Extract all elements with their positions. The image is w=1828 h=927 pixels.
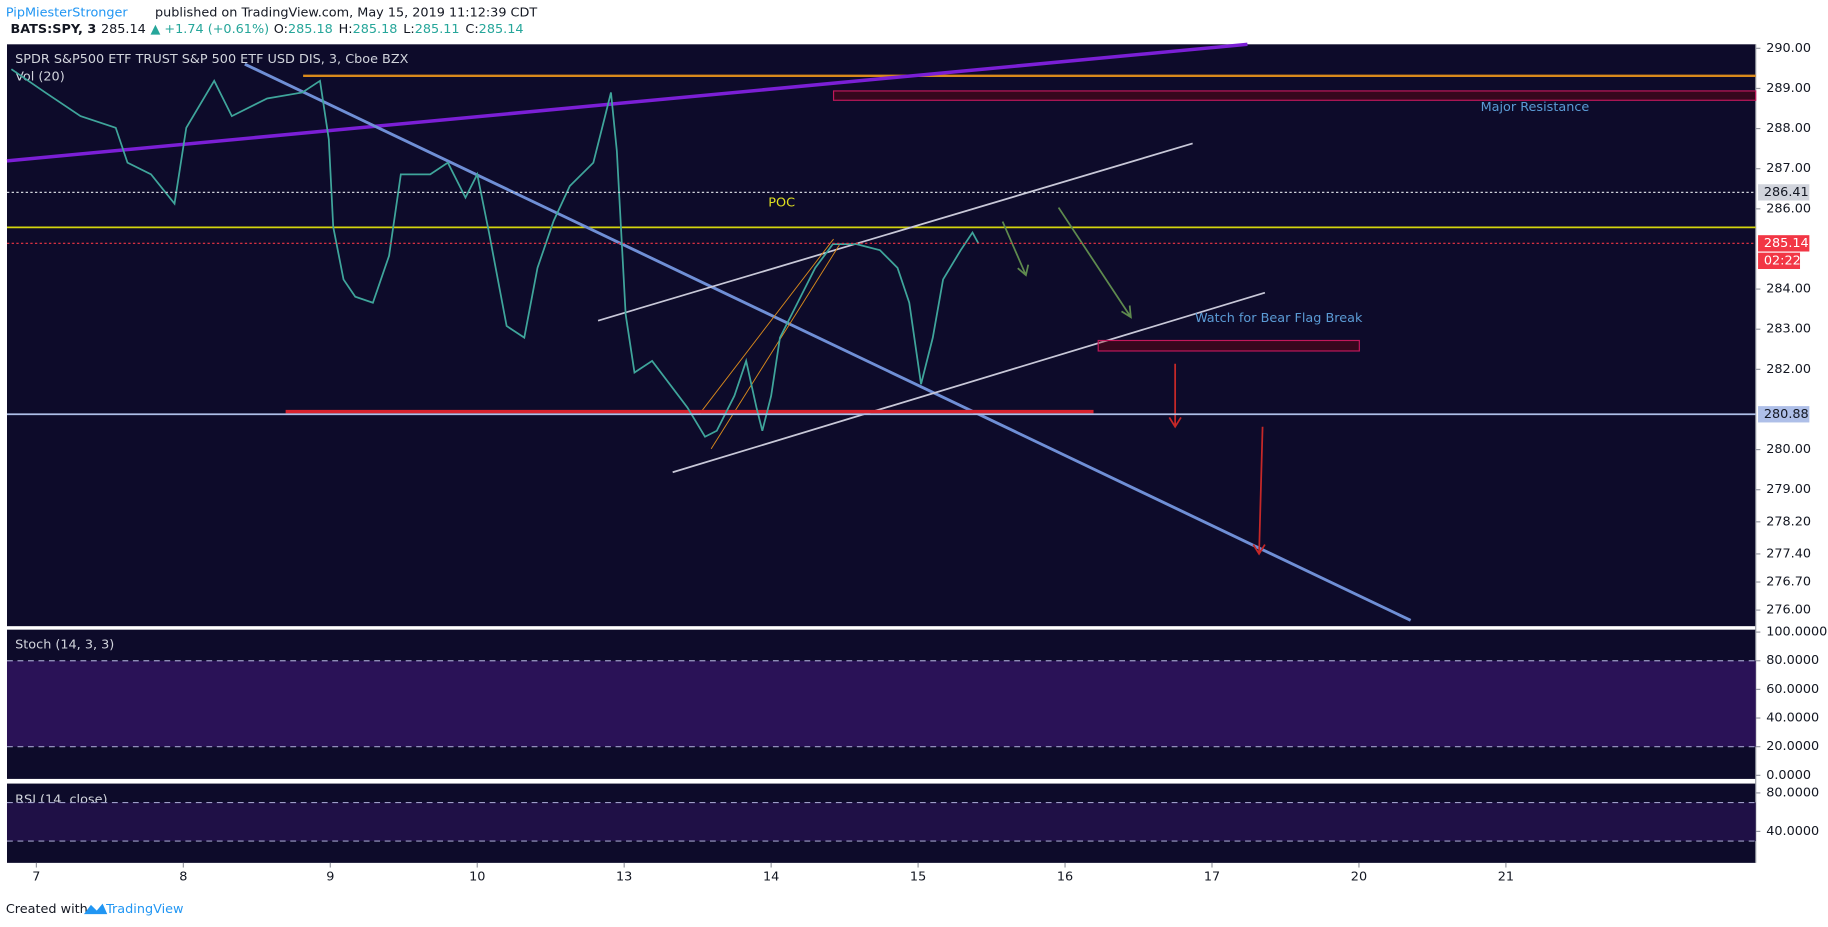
band-fill: [6, 802, 1756, 842]
arrow: [1057, 207, 1132, 319]
y-tick-label: 60.0000: [1766, 682, 1819, 697]
y-tick-label: 276.00: [1766, 603, 1811, 618]
flag-line: [699, 238, 834, 415]
x-tick-label: 21: [1498, 869, 1514, 884]
x-tick-label: 16: [1057, 869, 1073, 884]
resistance-zone: [832, 90, 1757, 101]
last: 285.14: [101, 22, 146, 37]
price-marker-label: 286.41: [1764, 185, 1809, 200]
x-tick-label: 14: [763, 869, 779, 884]
quote-line: BATS:SPY, 3 285.14 ▲ +1.74 (+0.61%) O:285.1…: [10, 22, 523, 37]
change: ▲ +1.74 (+0.61%): [150, 22, 269, 37]
y-tick-label: 276.70: [1766, 575, 1811, 590]
price-marker-box: [1758, 406, 1810, 423]
arrow: [1252, 426, 1266, 556]
drawings: [6, 42, 1757, 622]
published: published on TradingView.com, May 15, 20…: [155, 5, 537, 20]
ohlc-key: H:: [339, 22, 353, 37]
y-tick-label: 80.0000: [1766, 653, 1819, 668]
x-tick-label: 13: [616, 869, 632, 884]
break-zone: [1097, 339, 1360, 352]
price-pane: [6, 44, 1756, 627]
y-tick-label: 278.20: [1766, 514, 1811, 529]
tv-logo: [83, 903, 108, 915]
stoch-title: Stoch (14, 3, 3): [15, 637, 114, 652]
price-marker-label: 280.88: [1764, 407, 1809, 422]
band-fill: [6, 660, 1756, 747]
author[interactable]: PipMiesterStronger: [6, 5, 129, 20]
arrow: [1001, 221, 1030, 277]
y-tick-label: 0.0000: [1766, 768, 1811, 783]
y-tick-label: 289.00: [1766, 81, 1811, 96]
y-tick-label: 290.00: [1766, 41, 1811, 56]
x-tick-label: 9: [326, 869, 334, 884]
ohlc-val: 285.14: [479, 22, 524, 37]
x-tick-label: 7: [32, 869, 40, 884]
ohlc-val: 285.18: [353, 22, 398, 37]
quote: BATS:SPY, 3 285.14 ▲ +1.74 (+0.61%) O:285.1…: [10, 22, 523, 37]
price-marker-box: [1758, 184, 1810, 201]
y-tick-label: 80.0000: [1766, 785, 1819, 800]
created-with: Created with: [6, 902, 88, 917]
x-tick-label: 17: [1204, 869, 1220, 884]
y-tick-label: 100.0000: [1766, 625, 1827, 640]
purple-trendline: [6, 42, 1248, 163]
chart-title: SPDR S&P500 ETF TRUST S&P 500 ETF USD DI…: [15, 52, 408, 67]
y-tick-label: 284.00: [1766, 282, 1811, 297]
channel-lower: [672, 291, 1266, 474]
timer-label: 02:22: [1764, 253, 1801, 268]
y-tick-label: 279.00: [1766, 482, 1811, 497]
price-marker-label: 285.14: [1764, 236, 1809, 251]
bear-flag-label: Watch for Bear Flag Break: [1195, 311, 1363, 326]
timer-box: [1758, 252, 1801, 269]
x-tick-label: 10: [469, 869, 485, 884]
y-tick-label: 283.00: [1766, 322, 1811, 337]
y-tick-label: 40.0000: [1766, 824, 1819, 839]
price-marker-box: [1758, 235, 1810, 252]
x-tick-label: 20: [1351, 869, 1367, 884]
y-tick-label: 282.00: [1766, 362, 1811, 377]
arrows: [1001, 207, 1266, 556]
price-line: [10, 68, 980, 438]
y-tick-label: 40.0000: [1766, 711, 1819, 726]
y-tick-label: 287.00: [1766, 161, 1811, 176]
y-tick-label: 20.0000: [1766, 739, 1819, 754]
y-tick-label: 277.40: [1766, 546, 1811, 561]
ohlc-key: L:: [403, 22, 414, 37]
x-tick-label: 15: [910, 869, 926, 884]
arrow: [1168, 363, 1182, 429]
symbol: BATS:SPY, 3: [10, 22, 96, 37]
x-tick-label: 8: [179, 869, 187, 884]
ohlc-val: 285.18: [288, 22, 333, 37]
poc-label: POC: [768, 195, 795, 210]
ohlc-key: O:: [274, 22, 288, 37]
blue-trendline: [244, 62, 1412, 622]
ohlc-key: C:: [465, 22, 478, 37]
price-axis: [1755, 44, 1828, 863]
y-tick-label: 286.00: [1766, 201, 1811, 216]
resistance-label: Major Resistance: [1481, 100, 1590, 115]
brand[interactable]: TradingView: [105, 902, 183, 917]
ohlc-val: 285.11: [415, 22, 460, 37]
channel-upper: [597, 142, 1193, 322]
y-tick-label: 280.00: [1766, 442, 1811, 457]
y-tick-label: 288.00: [1766, 121, 1811, 136]
